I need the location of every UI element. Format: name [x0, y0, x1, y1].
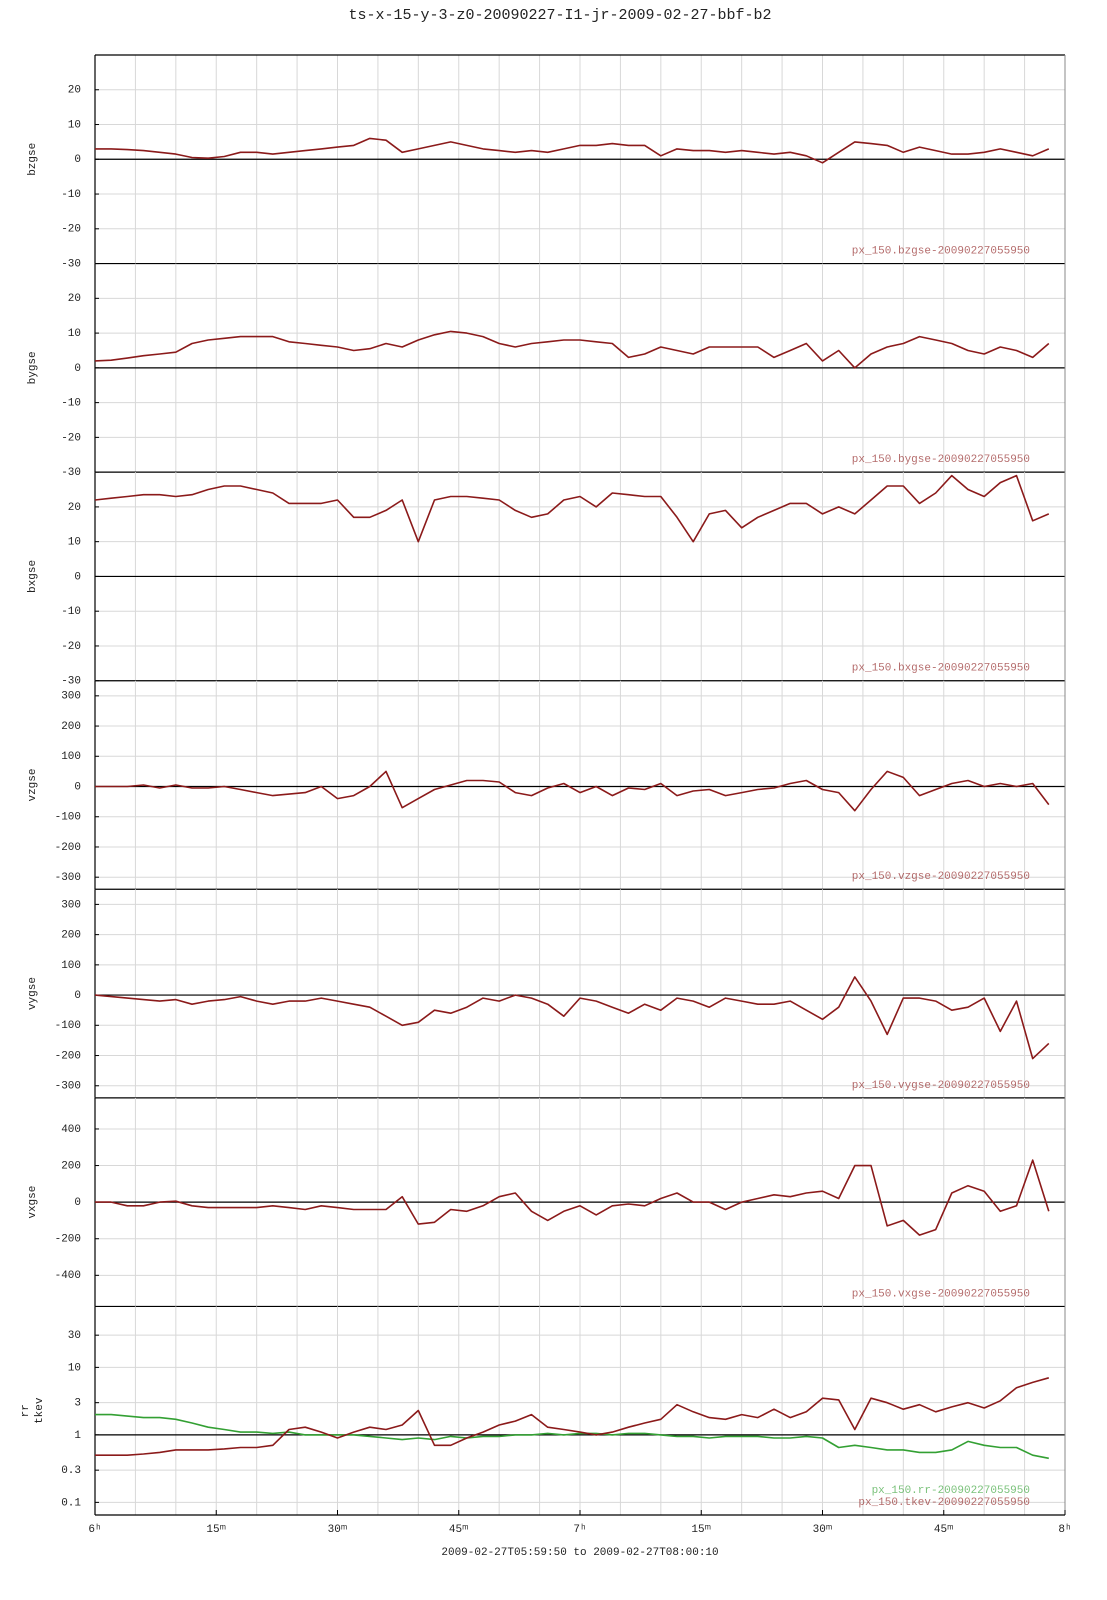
y-tick-label: -30	[61, 676, 81, 688]
y-tick-label: 0	[74, 363, 81, 375]
y-axis-label: bxgse	[27, 560, 39, 593]
y-tick-label: -400	[55, 1270, 81, 1282]
y-tick-label: 30	[68, 1330, 81, 1342]
series-annotation: px_150.vzgse-20090227055950	[852, 871, 1030, 883]
y-tick-label: 200	[61, 1160, 81, 1172]
y-tick-label: -200	[55, 1234, 81, 1246]
y-tick-label: 0	[74, 571, 81, 583]
series-annotation: px_150.vxgse-20090227055950	[852, 1288, 1030, 1300]
y-tick-label: -100	[55, 812, 81, 824]
y-tick-label: 100	[61, 960, 81, 972]
y-tick-label: 20	[68, 293, 81, 305]
y-tick-label: 20	[68, 502, 81, 514]
x-tick-label: 30ᵐ	[328, 1524, 348, 1536]
y-tick-label: -10	[61, 606, 81, 618]
series-annotation: px_150.bzgse-20090227055950	[852, 245, 1030, 257]
panel: -30 -20 -10 0 10 20 bzgse px_150.bzgse-20090227…	[27, 54, 1066, 270]
y-tick-label: 10	[68, 537, 81, 549]
y-tick-label: 200	[61, 930, 81, 942]
y-tick-label: 20	[68, 85, 81, 97]
x-tick-label: 7ʰ	[573, 1524, 586, 1536]
y-axis-label: bygse	[27, 351, 39, 384]
y-tick-label: -10	[61, 398, 81, 410]
y-tick-label: -200	[55, 1050, 81, 1062]
y-tick-label: 0.1	[61, 1497, 81, 1509]
y-axis-label: rr	[20, 1404, 32, 1417]
panel: -30 -20 -10 0 10 20 bxgse px_150.bxgse-20090227…	[27, 472, 1066, 688]
y-tick-label: 0.3	[61, 1465, 81, 1477]
y-tick-label: -300	[55, 872, 81, 884]
y-tick-label: -20	[61, 224, 81, 236]
y-tick-label: -20	[61, 432, 81, 444]
series-annotation: px_150.bxgse-20090227055950	[852, 663, 1030, 675]
y-tick-label: 200	[61, 721, 81, 733]
y-tick-label: -30	[61, 258, 81, 270]
x-tick-label: 45ᵐ	[449, 1524, 469, 1536]
y-tick-label: 100	[61, 751, 81, 763]
data-line	[95, 1413, 1049, 1460]
data-line	[94, 474, 1050, 543]
panel: 0.1 0.3 1 3 10 30 rr tkev px_150.rr-200902270559…	[20, 1306, 1066, 1516]
x-tick-label: 8ʰ	[1058, 1524, 1071, 1536]
data-line	[94, 976, 1050, 1060]
panel: -300 -200 -100 0 100 200 300 vzgse px_150.vzgse-…	[27, 680, 1066, 890]
y-tick-label: -200	[55, 842, 81, 854]
data-line	[95, 1377, 1050, 1456]
y-tick-label: 400	[61, 1124, 81, 1136]
x-tick-label: 15ᵐ	[691, 1524, 711, 1536]
y-tick-label: 10	[68, 328, 81, 340]
y-tick-label: 300	[61, 899, 81, 911]
y-axis-label: bzgse	[27, 143, 39, 176]
panel: -300 -200 -100 0 100 200 300 vygse px_150.vygse-…	[27, 889, 1066, 1099]
y-tick-label: 0	[74, 990, 81, 1002]
y-tick-label: -300	[55, 1081, 81, 1093]
y-tick-label: 1	[74, 1430, 81, 1442]
y-tick-label: 10	[68, 119, 81, 131]
y-tick-label: -10	[61, 189, 81, 201]
chart-title: ts-x-15-y-3-z0-20090227-I1-jr-2009-02-27…	[348, 7, 771, 24]
x-tick-label: 15ᵐ	[206, 1524, 226, 1536]
y-tick-label: 3	[74, 1398, 81, 1410]
y-tick-label: 0	[74, 154, 81, 166]
x-tick-label: 45ᵐ	[934, 1524, 954, 1536]
y-axis-label: vxgse	[27, 1186, 39, 1219]
series-annotation: px_150.bygse-20090227055950	[852, 454, 1030, 466]
y-tick-label: 10	[68, 1362, 81, 1374]
x-axis-label: 2009-02-27T05:59:50 to 2009-02-27T08:00:…	[441, 1547, 718, 1559]
x-tick-label: 6ʰ	[88, 1524, 101, 1536]
panel: -30 -20 -10 0 10 20 bygse px_150.bygse-20090227…	[27, 263, 1066, 479]
y-tick-label: -30	[61, 467, 81, 479]
series-annotation: px_150.tkev-20090227055950	[858, 1497, 1030, 1509]
data-line	[95, 137, 1050, 164]
panel: -400 -200 0 200 400 vxgse px_150.vxgse-2009022…	[27, 1097, 1066, 1308]
y-tick-label: -100	[55, 1020, 81, 1032]
x-tick-label: 30ᵐ	[813, 1524, 833, 1536]
data-line	[95, 770, 1050, 812]
y-axis-label: vzgse	[27, 768, 39, 801]
y-axis-label: vygse	[27, 977, 39, 1010]
y-axis-label: tkev	[34, 1397, 46, 1424]
series-annotation: px_150.vygse-20090227055950	[852, 1080, 1030, 1092]
data-line	[94, 330, 1050, 369]
data-line	[95, 1159, 1050, 1236]
y-tick-label: 0	[74, 781, 81, 793]
series-annotation: px_150.rr-20090227055950	[872, 1485, 1030, 1497]
y-tick-label: 300	[61, 691, 81, 703]
y-tick-label: 0	[74, 1197, 81, 1209]
y-tick-label: -20	[61, 641, 81, 653]
